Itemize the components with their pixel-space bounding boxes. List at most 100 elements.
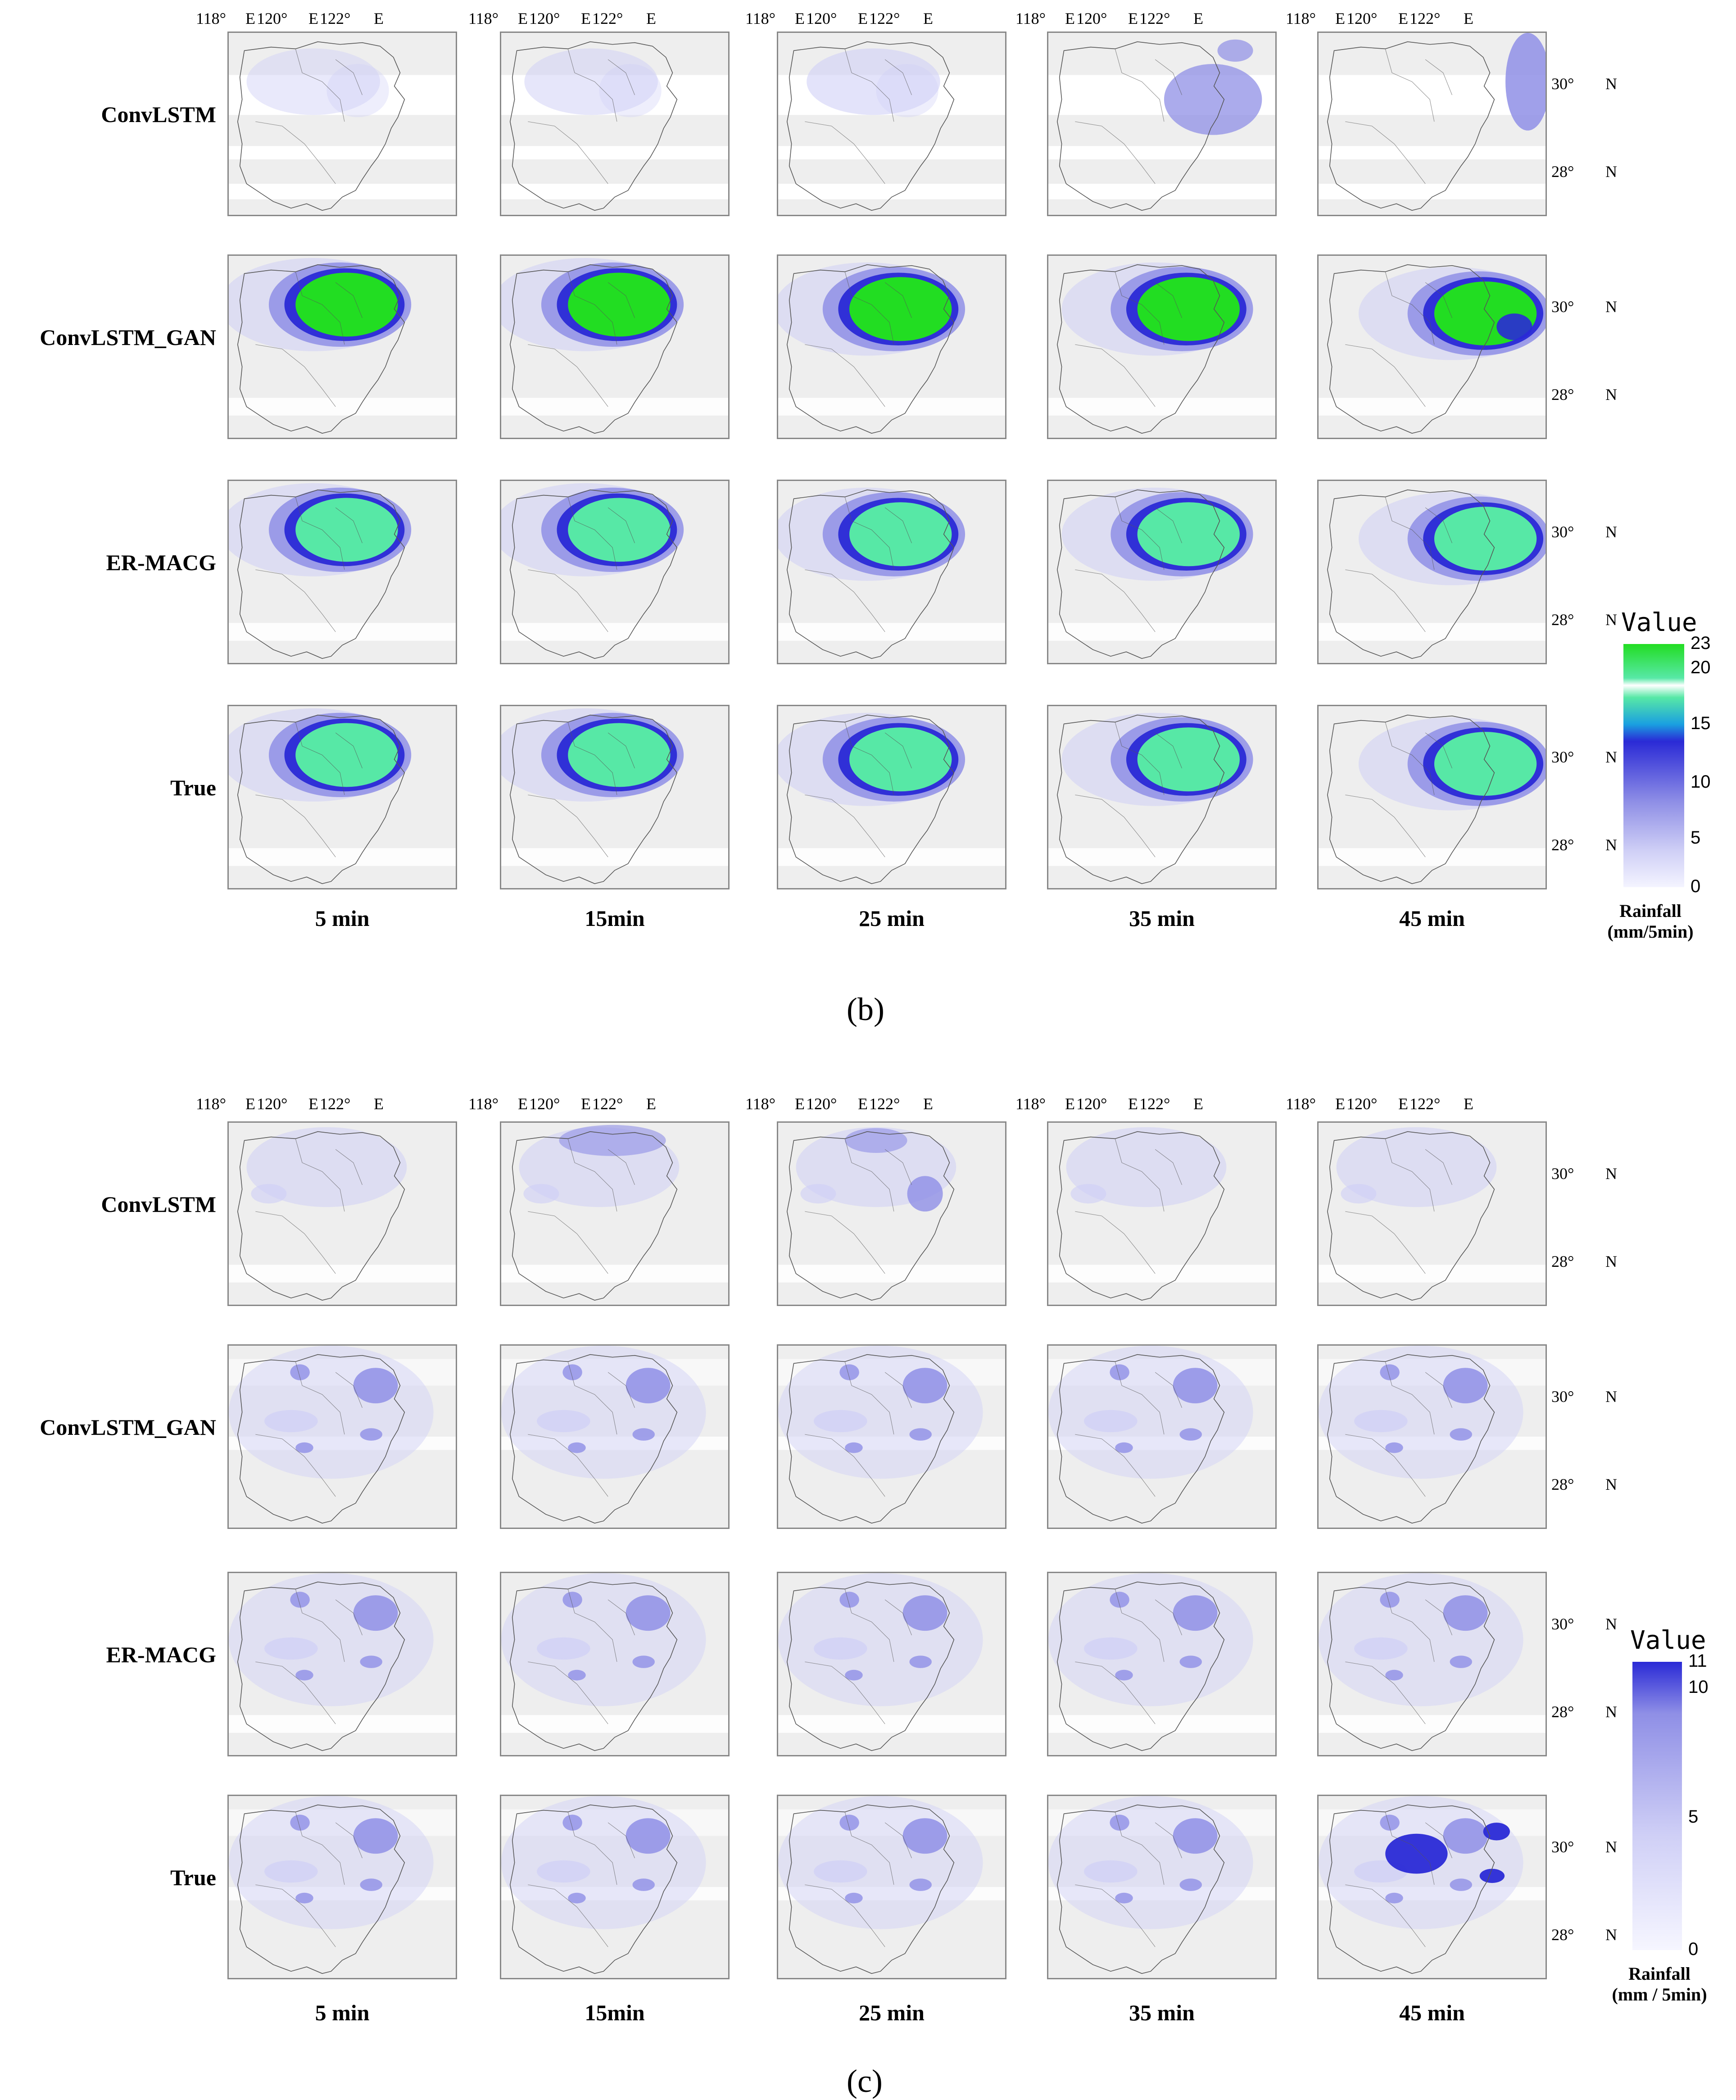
lon-label: 122° [869,1095,900,1113]
lon-label: E [1398,9,1408,27]
rainfall-map [501,256,728,438]
map-panel [777,1795,1006,1979]
lon-label: 122° [592,9,623,27]
colorbar-unit: Rainfall (mm/5min) [1578,901,1722,942]
rainfall-map [1319,1796,1546,1978]
rainfall-map [1048,1796,1275,1978]
column-label: 15min [585,2000,645,2025]
map-panel [777,1572,1006,1756]
map-panel [500,705,730,889]
row-label-convlstm: ConvLSTM [101,1192,216,1217]
lon-label: 122° [1139,1095,1170,1113]
lon-label: E [646,1095,656,1113]
rainfall-map [1319,256,1546,438]
lat-label: N [1605,1838,1617,1856]
rainfall-map [1048,706,1275,888]
colorbar-tick: 10 [1688,1677,1709,1697]
colorbar-tick: 0 [1691,876,1701,896]
lat-label: 28° [1551,386,1574,404]
lon-label: E [1398,1095,1408,1113]
map-panel [777,1121,1006,1306]
lon-label: E [858,1095,868,1113]
rainfall-map [501,1796,728,1978]
lon-label: 120° [1076,1095,1107,1113]
colorbar [1623,644,1684,887]
lat-label: N [1605,298,1617,316]
lon-label: 118° [468,9,499,27]
rainfall-map [229,706,456,888]
rainfall-map [1048,33,1275,215]
lon-label: E [923,9,933,27]
colorbar-tick: 10 [1691,771,1711,792]
lat-label: N [1605,163,1617,181]
lon-label: E [1128,9,1138,27]
row-label-true: True [170,775,216,800]
colorbar-unit-line: Rainfall [1619,901,1682,921]
map-panel [777,705,1006,889]
lon-label: E [1128,1095,1138,1113]
lon-label: 120° [1346,9,1378,27]
lon-label: E [374,1095,384,1113]
colorbar-tick: 0 [1688,1939,1699,1959]
lat-label: 30° [1551,523,1574,541]
map-panel [500,1795,730,1979]
colorbar-title: Value [1630,1626,1706,1655]
lat-label: N [1605,1388,1617,1406]
lon-label: 122° [592,1095,623,1113]
lon-label: 118° [1015,9,1046,27]
lat-label: 30° [1551,1388,1574,1406]
column-label: 25 min [859,2000,925,2025]
map-panel [227,1572,457,1756]
colorbar-tick: 5 [1688,1806,1699,1827]
column-label: 45 min [1399,2000,1465,2025]
map-panel [1317,1572,1547,1756]
lon-label: 118° [468,1095,499,1113]
rainfall-map [1319,706,1546,888]
map-panel [500,1572,730,1756]
lon-label: 122° [320,9,351,27]
column-label: 15min [585,906,645,931]
map-panel [777,32,1006,216]
lon-label: E [1065,1095,1075,1113]
lon-label: E [245,9,255,27]
rainfall-map [1319,1573,1546,1755]
rainfall-map [1048,1123,1275,1305]
lat-label: 30° [1551,75,1574,93]
rainfall-map [778,1346,1005,1528]
map-panel [1317,1795,1547,1979]
map-panel [500,254,730,439]
lon-label: E [1193,9,1203,27]
colorbar-unit-line: (mm / 5min) [1612,1984,1707,2005]
lon-label: 118° [745,9,776,27]
map-panel [500,32,730,216]
lon-label: E [1335,1095,1345,1113]
map-panel [227,1795,457,1979]
rainfall-map [501,33,728,215]
rainfall-map [778,481,1005,663]
rainfall-map [1319,33,1546,215]
rainfall-map [778,706,1005,888]
figure-sublabel: (c) [847,2063,883,2099]
map-panel [227,1121,457,1306]
lat-label: 28° [1551,1926,1574,1944]
map-panel [1047,1121,1277,1306]
map-panel [1047,1344,1277,1529]
rainfall-map [1319,1123,1546,1305]
map-panel [500,1344,730,1529]
rainfall-map [501,706,728,888]
rainfall-map [1048,1573,1275,1755]
map-panel [1317,32,1547,216]
rainfall-map [778,1123,1005,1305]
map-panel [1317,705,1547,889]
rainfall-map [778,1573,1005,1755]
lon-label: E [518,9,528,27]
map-panel [1047,705,1277,889]
map-panel [1317,254,1547,439]
lat-label: 28° [1551,1475,1574,1493]
row-label-er-macg: ER-MACG [106,550,216,575]
rainfall-map [1319,1346,1546,1528]
rainfall-map [501,1346,728,1528]
rainfall-map [229,1346,456,1528]
lat-label: N [1605,836,1617,854]
column-label: 45 min [1399,906,1465,931]
